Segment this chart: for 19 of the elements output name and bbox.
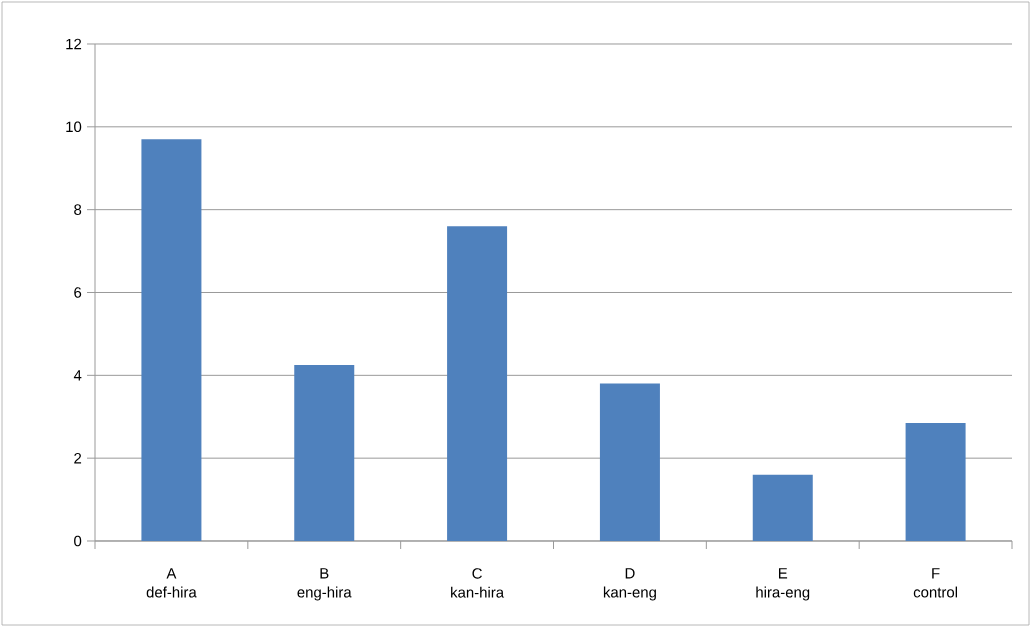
y-tick-label: 10 — [66, 121, 82, 133]
y-tick-label: 6 — [74, 287, 82, 298]
bar — [294, 364, 355, 541]
x-tick-label: B eng-hira — [297, 568, 352, 601]
y-tick-label: 2 — [74, 452, 82, 464]
bar — [599, 383, 660, 541]
x-tick-label: D kan-eng — [603, 568, 656, 601]
y-tick-label: 0 — [74, 535, 82, 547]
x-tick-label: A def-hira — [146, 568, 197, 598]
x-tick-label: F control — [913, 568, 957, 598]
bar — [752, 474, 813, 541]
x-tick-label: E hira-eng — [756, 568, 810, 601]
y-tick-label: 12 — [66, 38, 82, 50]
y-tick-label: 8 — [74, 204, 82, 215]
bar — [447, 226, 508, 541]
bar — [141, 139, 202, 541]
x-tick-label: C kan-hira — [451, 568, 505, 598]
y-tick-label: 4 — [73, 370, 82, 381]
bar — [905, 422, 966, 541]
